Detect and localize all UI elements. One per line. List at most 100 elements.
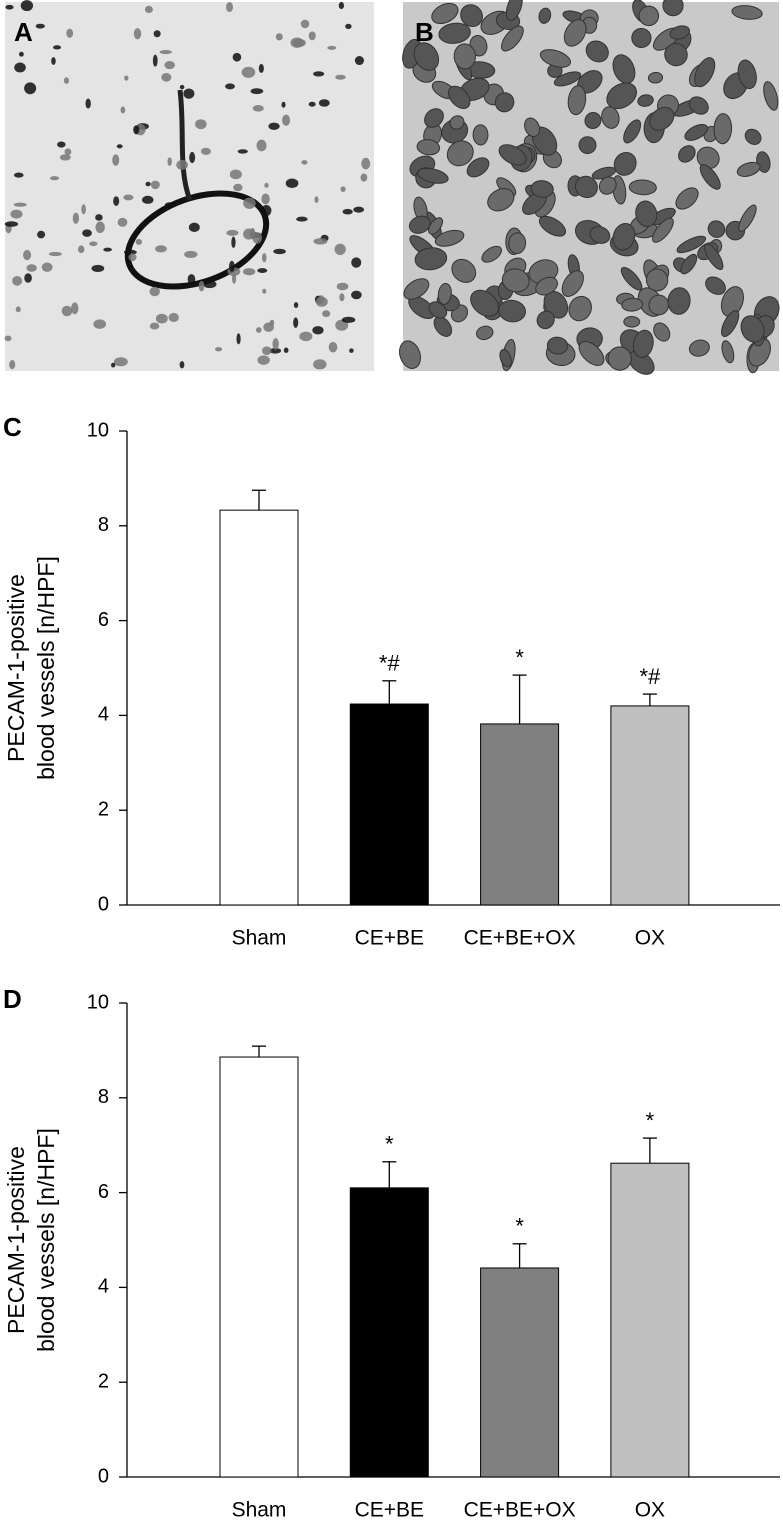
nucleus (120, 106, 126, 114)
nucleus (257, 268, 268, 273)
nucleus (345, 23, 352, 30)
nucleus (301, 160, 308, 165)
nucleus (413, 42, 440, 71)
nucleus (568, 295, 592, 322)
nucleus (200, 147, 211, 155)
nucleus (91, 264, 105, 273)
nucleus (164, 61, 176, 70)
nucleus (198, 280, 205, 292)
nucleus (676, 235, 707, 254)
nucleus (112, 154, 120, 166)
nucleus (707, 220, 726, 238)
nucleus (312, 326, 324, 335)
nucleus (116, 144, 123, 149)
y-tick-label: 10 (87, 419, 109, 441)
nucleus (117, 217, 128, 227)
nucleus (257, 355, 270, 365)
nucleus (453, 43, 476, 70)
nucleus (748, 337, 771, 367)
nucleus (408, 215, 431, 234)
nucleus (628, 179, 657, 196)
nucleus (607, 346, 632, 371)
nucleus (313, 71, 325, 77)
significance-label: * (646, 1108, 655, 1133)
nucleus (24, 273, 32, 283)
nucleus (12, 275, 23, 286)
nucleus (335, 74, 346, 80)
nucleus (536, 310, 555, 330)
nucleus (428, 301, 448, 319)
nucleus (567, 85, 587, 116)
nucleus (123, 249, 137, 255)
nucleus (763, 81, 779, 111)
vessel (177, 89, 193, 201)
y-tick-label: 0 (98, 1465, 109, 1487)
nucleus (13, 202, 27, 207)
nucleus (187, 274, 196, 285)
nucleus (487, 188, 515, 212)
nucleus (149, 286, 160, 297)
nucleus (705, 276, 726, 295)
nucleus (736, 161, 761, 177)
nucleus (89, 241, 98, 247)
bar (349, 703, 429, 906)
nucleus (176, 159, 188, 170)
nucleus (361, 157, 371, 170)
nucleus (688, 96, 709, 115)
y-axis-label: blood vessels [n/HPF] (33, 556, 59, 780)
nucleus (481, 245, 502, 263)
nucleus (721, 340, 735, 364)
significance-label: * (515, 1214, 524, 1239)
nucleus (448, 85, 471, 109)
nucleus (498, 144, 527, 166)
nucleus (292, 38, 306, 47)
nucleus (334, 243, 346, 256)
nucleus (262, 288, 267, 294)
nucleus (539, 49, 572, 68)
nucleus (438, 22, 471, 44)
nucleus (77, 245, 85, 254)
nucleus (229, 260, 235, 272)
significance-label: *# (379, 651, 401, 676)
nucleus (268, 122, 280, 130)
nucleus (167, 157, 172, 166)
nucleus (524, 117, 541, 138)
nucleus (183, 88, 195, 99)
nucleus (339, 293, 345, 302)
nucleus (179, 361, 185, 369)
nucleus (242, 268, 256, 276)
nucleus (720, 286, 744, 317)
nucleus (414, 247, 448, 271)
nucleus (598, 176, 617, 195)
nucleus (18, 51, 24, 57)
nucleus (264, 182, 269, 188)
nucleus (649, 106, 675, 131)
x-tick-label: OX (635, 927, 665, 950)
nucleus (360, 173, 368, 182)
nucleus (293, 317, 299, 328)
nucleus (637, 94, 654, 107)
nucleus (612, 54, 636, 84)
nucleus (150, 180, 160, 190)
nucleus (252, 105, 264, 112)
nucleus (318, 99, 330, 107)
nucleus (300, 19, 310, 29)
nucleus (15, 306, 21, 313)
nucleus (250, 88, 264, 95)
nucleus (501, 268, 530, 293)
nucleus (460, 4, 483, 28)
nucleus (135, 238, 143, 245)
nucleus (48, 251, 62, 257)
nucleus (437, 283, 452, 305)
nucleus (538, 215, 567, 237)
nucleus (341, 316, 356, 323)
nucleus (283, 347, 289, 353)
nucleus (5, 4, 14, 10)
nucleus (349, 348, 354, 353)
nucleus (72, 212, 80, 224)
nucleus (476, 325, 494, 341)
nucleus (434, 229, 465, 247)
nucleus (662, 0, 684, 17)
nucleus (59, 154, 71, 161)
